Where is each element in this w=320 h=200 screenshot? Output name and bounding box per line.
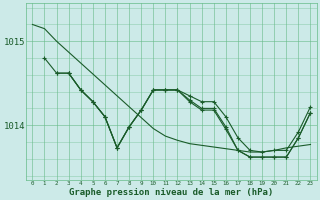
X-axis label: Graphe pression niveau de la mer (hPa): Graphe pression niveau de la mer (hPa) (69, 188, 274, 197)
